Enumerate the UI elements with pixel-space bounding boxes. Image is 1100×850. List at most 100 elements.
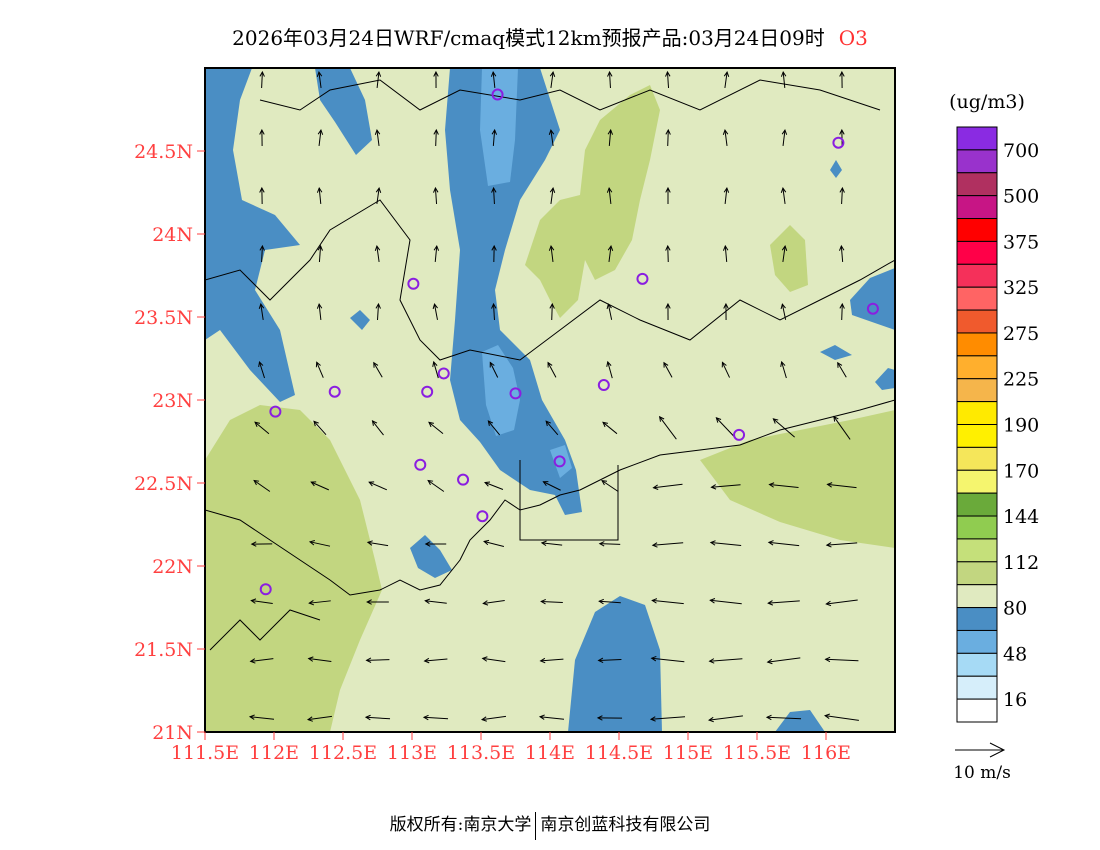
wind-arrow: [780, 186, 787, 204]
field-96-112: [205, 405, 382, 732]
station-marker: [866, 302, 879, 315]
wind-arrow: [542, 481, 561, 491]
colorbar-label: 325: [1003, 277, 1039, 299]
colorbar-swatch: [956, 195, 998, 220]
colorbar-label: 190: [1003, 415, 1039, 437]
colorbar-label: 112: [1003, 552, 1039, 574]
field-96-112: [770, 225, 808, 292]
wind-arrow: [826, 482, 857, 489]
wind-arrow: [310, 481, 329, 491]
wind-arrow: [596, 715, 623, 721]
wind-arrow: [433, 128, 439, 147]
wind-arrow: [250, 541, 273, 547]
field-64-80: [830, 160, 842, 178]
colorbar-label: 80: [1003, 598, 1027, 620]
station-marker: [597, 379, 610, 392]
station-marker: [407, 277, 420, 290]
x-tick-label: 111.5E: [171, 742, 239, 764]
wind-arrow: [767, 600, 800, 606]
wind-arrow: [432, 360, 439, 379]
colorbar-swatch: [956, 446, 998, 471]
colorbar-swatch: [956, 149, 998, 174]
station-marker: [328, 385, 341, 398]
wind-arrow: [780, 360, 787, 379]
wind-arrow: [487, 420, 501, 436]
colorbar-swatch: [956, 263, 998, 288]
wind-arrow: [258, 303, 265, 320]
wind-arrow: [373, 361, 383, 378]
wind-arrow: [540, 540, 563, 547]
wind-arrow: [484, 481, 504, 490]
colorbar-swatch: [956, 378, 998, 403]
boundaries: [205, 79, 895, 651]
y-tick-label: 23.5N: [134, 307, 193, 329]
copyright-right: 南京创蓝科技有限公司: [540, 815, 711, 835]
colorbar-swatch: [956, 218, 998, 242]
x-tick-label: 113.5E: [447, 742, 515, 764]
wind-arrow: [375, 186, 382, 204]
wind-arrow: [606, 186, 613, 205]
x-tick-label: 115E: [663, 742, 713, 764]
station-marker: [832, 136, 845, 149]
colorbar-swatch: [956, 584, 998, 609]
field-96-112: [700, 410, 895, 548]
field-64-80: [820, 345, 852, 360]
wind-arrow: [480, 715, 507, 722]
wind-arrow: [259, 70, 265, 89]
wind-arrow: [710, 484, 741, 490]
wind-arrow: [259, 244, 265, 263]
colorbar-swatch: [956, 492, 998, 517]
wind-arrow: [549, 302, 555, 321]
colorbar-swatch: [956, 515, 998, 540]
wind-arrow: [665, 244, 671, 263]
wind-arrow: [650, 655, 685, 663]
wind-arrow: [364, 714, 391, 721]
wind-arrow: [839, 186, 845, 205]
colorbar-swatch: [956, 401, 998, 426]
x-tick-label: 114.5E: [585, 742, 653, 764]
wind-arrow: [825, 542, 858, 548]
concentration-field: [205, 68, 895, 732]
copyright-left: 版权所有:南京大学: [389, 815, 532, 835]
wind-arrow: [253, 479, 271, 492]
wind-arrow: [721, 361, 731, 378]
wind-arrow: [259, 186, 265, 205]
wind-arrow: [482, 600, 505, 606]
wind-arrow: [780, 70, 787, 89]
wind-arrow: [549, 70, 556, 88]
wind-arrow: [665, 302, 671, 321]
field-48-64: [482, 345, 520, 436]
y-tick-label: 22.5N: [134, 473, 193, 495]
wind-arrow: [607, 70, 613, 89]
wind-arrow: [597, 657, 622, 664]
colorbar-unit: (ug/m3): [949, 91, 1025, 113]
wind-arrow: [766, 657, 801, 665]
wind-arrow: [833, 415, 851, 440]
wind-arrow: [723, 302, 729, 321]
field-64-80: [568, 596, 662, 732]
wind-arrow: [825, 599, 858, 607]
wind-arrow: [601, 480, 619, 492]
wind-arrow: [424, 541, 447, 547]
colorbar-swatch: [956, 424, 998, 448]
wind-arrow: [316, 302, 323, 321]
wind-arrow: [649, 716, 686, 722]
y-tick-label: 24N: [152, 224, 193, 246]
wind-arrow: [547, 361, 557, 378]
wind-legend-label: 10 m/s: [953, 763, 1011, 783]
wind-arrow: [606, 360, 613, 379]
station-marker: [414, 458, 427, 471]
wind-arrow: [824, 656, 859, 663]
wind-arrow: [491, 244, 497, 263]
wind-arrow: [491, 302, 497, 321]
wind-arrow: [652, 483, 683, 490]
wind-arrow: [824, 713, 859, 721]
wind-arrow: [258, 360, 266, 379]
field-48-64: [480, 68, 518, 186]
wind-legend: 10 m/s: [953, 742, 1011, 783]
x-tick-label: 116E: [801, 742, 851, 764]
station-marker: [269, 405, 282, 418]
wind-arrow: [481, 656, 506, 663]
wind-arrow: [781, 128, 788, 147]
